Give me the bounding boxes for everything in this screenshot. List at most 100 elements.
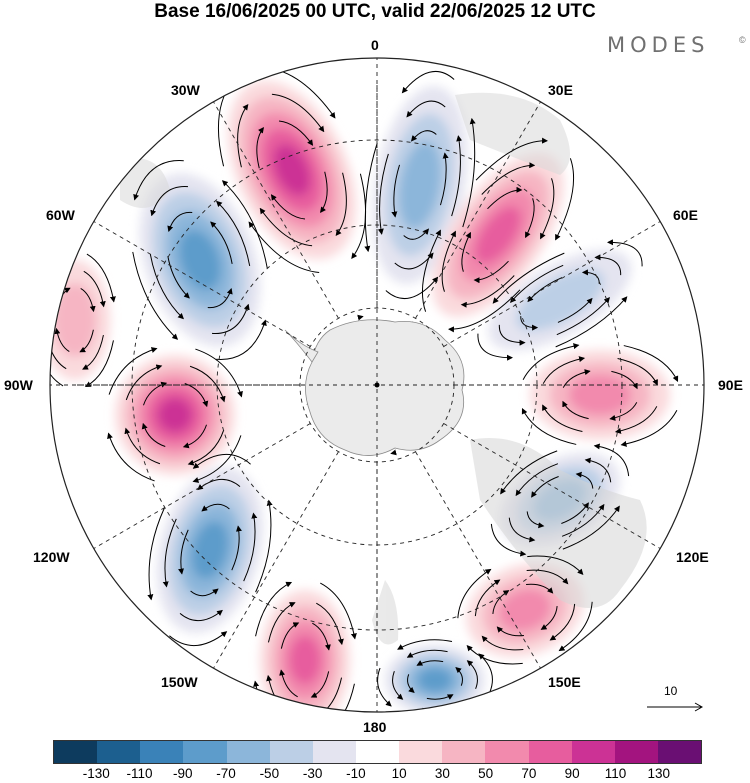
wind-streamline xyxy=(394,252,434,270)
chart-title: Base 16/06/2025 00 UTC, valid 22/06/2025… xyxy=(154,1,596,22)
meridian-line xyxy=(415,451,541,669)
colorbar-tick-label: 50 xyxy=(478,766,494,781)
wind-streamline xyxy=(492,590,510,614)
wind-streamline xyxy=(492,252,565,304)
wind-streamline xyxy=(82,334,104,370)
wind-streamline xyxy=(310,671,330,698)
wind-streamline xyxy=(270,194,306,220)
colorbar-tick-label: 70 xyxy=(521,766,537,781)
wind-streamline xyxy=(364,142,378,253)
colorbar-swatch xyxy=(269,741,313,763)
wind-streamline xyxy=(540,606,558,630)
colorbar-tick-label: 110 xyxy=(604,766,627,781)
wind-vector xyxy=(390,449,397,456)
meridian-line xyxy=(213,101,339,319)
wind-streamline xyxy=(416,660,444,666)
wind-streamline xyxy=(584,457,612,483)
colorbar-tick-label: -110 xyxy=(126,766,153,781)
wind-streamline xyxy=(216,200,251,267)
wind-streamline xyxy=(320,171,328,214)
colorbar-swatch xyxy=(485,741,529,763)
colorbar-tick-label: -70 xyxy=(216,766,236,781)
wind-streamline xyxy=(526,511,545,529)
wind-streamline xyxy=(189,365,226,403)
meridian-line xyxy=(415,101,541,319)
wind-streamline xyxy=(542,356,586,384)
colorbar-tick-label: 130 xyxy=(647,766,670,781)
wind-streamline xyxy=(461,231,471,272)
colorbar-tick-label: -10 xyxy=(346,766,366,781)
meridians xyxy=(50,58,704,712)
wind-streamline xyxy=(620,410,678,447)
lon-label-120e: 120E xyxy=(676,549,709,565)
wind-streamline xyxy=(167,211,193,233)
copyright-mark: © xyxy=(739,35,746,45)
colorbar-tick-label: -90 xyxy=(173,766,193,781)
wind-streamline xyxy=(50,332,67,370)
wind-vectors xyxy=(50,67,679,712)
wind-streamline xyxy=(141,422,166,447)
wind-streamline xyxy=(417,710,473,712)
colorbar-swatch xyxy=(657,741,702,763)
wind-streamline xyxy=(540,178,555,240)
wind-streamline xyxy=(478,653,493,693)
colorbar-swatch xyxy=(226,741,270,763)
colorbar-swatch xyxy=(571,741,615,763)
wind-streamline xyxy=(562,400,589,420)
colorbar-swatch xyxy=(614,741,658,763)
wind-streamline xyxy=(79,329,94,353)
lon-label-90w: 90W xyxy=(4,377,33,393)
wind-streamline xyxy=(556,297,610,336)
meridian-line xyxy=(443,221,661,347)
anomaly-contour xyxy=(191,521,229,579)
wind-streamline xyxy=(521,407,577,445)
wind-streamline xyxy=(477,333,514,361)
wind-streamline xyxy=(510,264,564,303)
wind-streamline xyxy=(426,694,454,700)
wind-streamline xyxy=(132,251,179,340)
colorbar-swatch xyxy=(528,741,572,763)
wind-streamline xyxy=(187,429,225,466)
lon-label-180: 180 xyxy=(363,719,387,735)
anomaly-contour xyxy=(273,144,311,196)
wind-streamline xyxy=(406,100,446,118)
wind-streamline xyxy=(312,622,331,651)
wind-streamline xyxy=(54,327,70,352)
lon-label-60w: 60W xyxy=(46,207,75,223)
colorbar-swatch xyxy=(355,741,400,763)
wind-streamline xyxy=(410,130,437,142)
anomaly-contour xyxy=(53,283,97,357)
wind-streamline xyxy=(391,164,401,218)
anomaly-contour xyxy=(157,397,193,433)
wind-streamline xyxy=(593,443,630,477)
colorbar-tick-label: 90 xyxy=(564,766,580,781)
meridian-line xyxy=(443,423,661,549)
anomaly-contour xyxy=(179,229,221,291)
wind-streamline xyxy=(466,660,478,689)
wind-streamline xyxy=(527,277,563,303)
south-pole-point xyxy=(374,382,380,388)
wind-vector xyxy=(357,314,364,321)
colorbar-swatch xyxy=(140,741,184,763)
wind-streamline xyxy=(457,568,492,619)
wind-streamline xyxy=(455,666,463,686)
wind-streamline xyxy=(237,103,249,168)
wind-streamline xyxy=(500,450,558,495)
wind-streamline xyxy=(259,207,313,247)
wind-streamline xyxy=(231,525,242,571)
colorbar-swatch xyxy=(54,741,98,763)
anomaly-contour xyxy=(289,635,321,685)
antarctica xyxy=(305,319,465,456)
anomaly-contour xyxy=(475,206,521,264)
wind-streamline xyxy=(487,186,523,210)
wind-streamline xyxy=(451,135,463,217)
wind-streamline xyxy=(401,71,455,94)
wind-streamline xyxy=(623,345,679,383)
wind-streamline xyxy=(256,126,264,169)
meridian-line xyxy=(213,451,339,669)
reference-vector-label: 10 xyxy=(664,684,678,698)
lon-label-150e: 150E xyxy=(548,674,581,690)
wind-streamline xyxy=(107,432,155,482)
wind-streamline xyxy=(84,340,114,387)
wind-streamline xyxy=(279,669,298,698)
